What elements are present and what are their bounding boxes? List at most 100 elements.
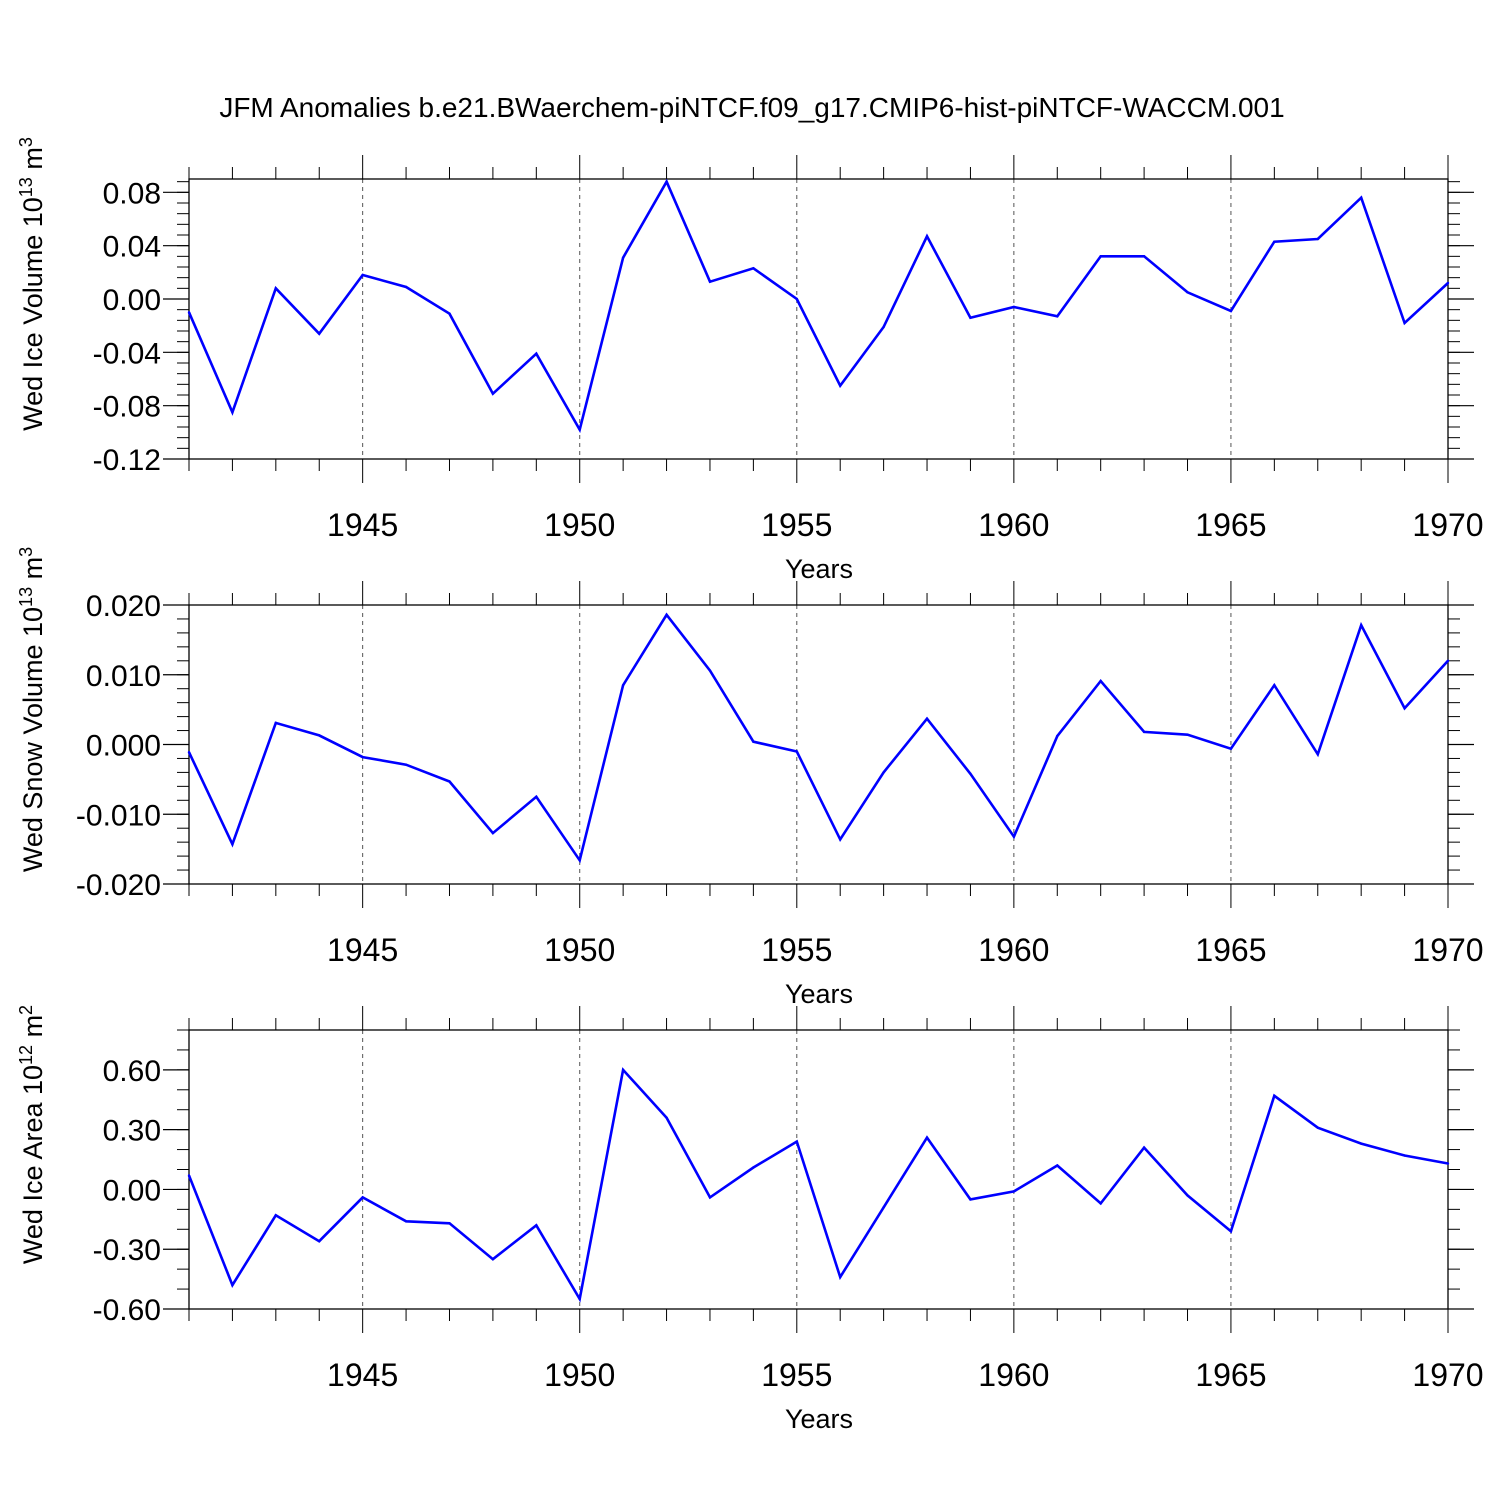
data-point bbox=[1099, 679, 1102, 683]
x-axis-label: Years bbox=[785, 1404, 853, 1434]
data-point bbox=[1446, 1162, 1450, 1165]
data-point bbox=[578, 1297, 581, 1301]
x-tick-label: 1965 bbox=[1195, 507, 1266, 543]
data-point bbox=[925, 717, 929, 720]
y-tick-label: 0.08 bbox=[103, 177, 161, 210]
data-point bbox=[1359, 624, 1363, 627]
data-point bbox=[795, 297, 798, 301]
x-tick-label: 1965 bbox=[1195, 932, 1266, 968]
data-point bbox=[1012, 835, 1016, 838]
data-point bbox=[187, 1174, 191, 1177]
x-tick-label: 1955 bbox=[761, 507, 832, 543]
x-tick-label: 1965 bbox=[1195, 1357, 1266, 1393]
y-tick-label: 0.04 bbox=[103, 231, 161, 264]
data-point bbox=[231, 1283, 234, 1287]
data-point bbox=[1056, 734, 1059, 738]
plot-frame bbox=[188, 604, 1449, 885]
series-line-ice-area bbox=[187, 1067, 1449, 1303]
data-point bbox=[882, 325, 885, 329]
x-tick-label: 1950 bbox=[544, 507, 615, 543]
x-tick-label: 1970 bbox=[1412, 932, 1483, 968]
data-point bbox=[1446, 281, 1450, 285]
series-line-ice-volume bbox=[187, 178, 1449, 434]
y-axis-label: Wed Snow Volume 1013 m3 bbox=[16, 547, 48, 872]
data-point bbox=[535, 352, 538, 355]
data-point bbox=[1229, 747, 1233, 750]
data-point bbox=[1359, 1142, 1363, 1145]
data-point bbox=[1403, 1154, 1406, 1157]
data-point bbox=[839, 838, 842, 841]
data-point bbox=[404, 763, 408, 766]
data-point bbox=[969, 772, 972, 775]
x-tick-label: 1960 bbox=[978, 1357, 1049, 1393]
data-point bbox=[1229, 309, 1233, 313]
data-point bbox=[318, 332, 321, 335]
data-point bbox=[708, 280, 712, 283]
panel-snow-volume: -0.020 -0.010 0.000 0.010 0.020 1945 1950 1955 1… bbox=[16, 547, 1484, 1009]
y-tick-label: 0.020 bbox=[86, 590, 161, 623]
data-point bbox=[404, 285, 408, 289]
y-tick-label: -0.020 bbox=[76, 869, 161, 902]
data-point bbox=[621, 256, 625, 259]
data-point bbox=[839, 1275, 842, 1279]
data-point bbox=[448, 312, 451, 315]
data-point bbox=[1229, 1230, 1233, 1233]
plot-frame bbox=[188, 1029, 1449, 1310]
y-tick-label: -0.010 bbox=[76, 799, 161, 832]
y-tick-label: -0.60 bbox=[93, 1294, 161, 1327]
data-point bbox=[361, 1196, 364, 1199]
data-point bbox=[925, 1136, 929, 1139]
data-point bbox=[1403, 321, 1406, 325]
data-point bbox=[1316, 237, 1319, 241]
data-point bbox=[882, 1206, 885, 1209]
data-point bbox=[665, 1116, 668, 1119]
data-point bbox=[752, 740, 755, 743]
data-point bbox=[752, 267, 755, 270]
data-point bbox=[1403, 707, 1406, 710]
x-tick-label: 1955 bbox=[761, 932, 832, 968]
data-point bbox=[1186, 733, 1189, 736]
panels: -0.12 -0.08 -0.04 0.00 0.04 0.08 1945 1950 1955 1… bbox=[16, 137, 1484, 1434]
x-tick-label: 1945 bbox=[327, 507, 398, 543]
data-point bbox=[318, 1240, 321, 1243]
data-point bbox=[969, 1198, 972, 1201]
y-tick-label: 0.30 bbox=[103, 1115, 161, 1148]
data-point bbox=[795, 1140, 798, 1143]
y-tick-label: 0.60 bbox=[103, 1055, 161, 1088]
plot-frame bbox=[188, 178, 1449, 460]
data-point bbox=[1142, 730, 1146, 734]
data-point bbox=[187, 311, 191, 314]
figure-title: JFM Anomalies b.e21.BWaerchem-piNTCF.f09… bbox=[219, 92, 1284, 123]
x-tick-label: 1970 bbox=[1412, 507, 1483, 543]
data-point bbox=[1099, 1202, 1102, 1205]
x-tick-label: 1960 bbox=[978, 507, 1049, 543]
data-point bbox=[1273, 1094, 1276, 1097]
data-point bbox=[1056, 1164, 1059, 1167]
x-tick-label: 1955 bbox=[761, 1357, 832, 1393]
x-tick-label: 1945 bbox=[327, 1357, 398, 1393]
data-point bbox=[187, 750, 191, 754]
x-tick-label: 1970 bbox=[1412, 1357, 1483, 1393]
data-point bbox=[1316, 1126, 1319, 1129]
data-point bbox=[1186, 1194, 1189, 1197]
data-point bbox=[578, 859, 581, 862]
data-point bbox=[578, 428, 581, 431]
data-point bbox=[491, 392, 495, 395]
data-point bbox=[969, 316, 972, 319]
y-axis-label: Wed Ice Volume 1013 m3 bbox=[16, 137, 48, 431]
data-point bbox=[1142, 255, 1146, 258]
y-tick-label: 0.000 bbox=[86, 730, 161, 763]
data-point bbox=[1446, 659, 1450, 662]
data-point bbox=[1012, 305, 1016, 309]
data-point bbox=[795, 750, 798, 753]
data-point bbox=[448, 780, 451, 783]
data-point bbox=[448, 1222, 451, 1225]
data-point bbox=[752, 1166, 755, 1169]
y-tick-label: 0.00 bbox=[103, 1174, 161, 1207]
data-point bbox=[491, 831, 495, 835]
data-point bbox=[925, 235, 929, 238]
data-point bbox=[231, 843, 234, 846]
data-point bbox=[274, 287, 278, 290]
data-point bbox=[535, 1224, 538, 1227]
